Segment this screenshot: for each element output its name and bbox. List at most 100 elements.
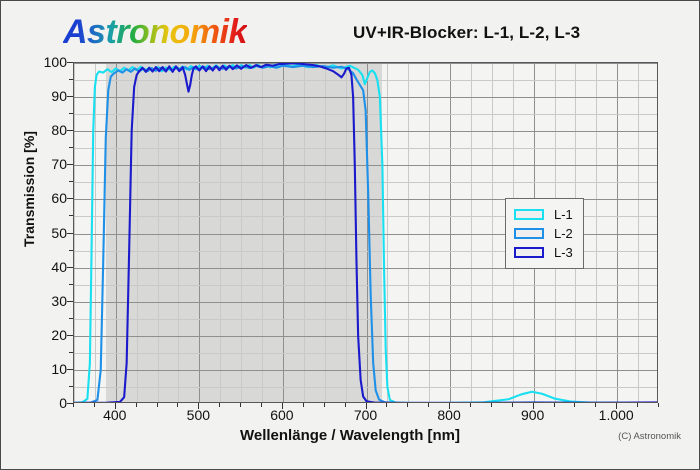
legend-swatch-icon	[514, 209, 544, 220]
gridline-vertical	[158, 63, 159, 402]
x-tick-mark	[198, 403, 200, 409]
gridline-horizontal	[74, 251, 657, 252]
y-tick-mark-minor	[69, 181, 73, 183]
y-tick-mark-minor	[69, 317, 73, 319]
gridline-vertical	[178, 63, 179, 402]
y-tick-label: 100	[43, 54, 67, 70]
gridline-horizontal	[74, 285, 657, 286]
gridline-horizontal	[74, 302, 657, 303]
x-tick-mark-minor	[574, 403, 576, 407]
x-tick-mark-minor	[637, 403, 639, 407]
x-tick-mark-minor	[261, 403, 263, 407]
gridline-vertical	[367, 63, 368, 402]
gridline-vertical	[95, 63, 96, 402]
legend-item-l-3[interactable]: L-3	[514, 243, 573, 262]
series-line-l-3	[74, 63, 657, 402]
y-axis-title: Transmission [%]	[21, 131, 37, 247]
legend-swatch-icon	[514, 247, 544, 258]
gridline-vertical	[638, 63, 639, 402]
gridline-horizontal	[74, 199, 657, 200]
gridline-vertical	[220, 63, 221, 402]
transmission-curves	[74, 63, 657, 402]
gridline-horizontal	[74, 148, 657, 149]
x-axis-title: Wellenlänge / Wavelength [nm]	[239, 427, 461, 444]
gridline-vertical	[304, 63, 305, 402]
gridline-horizontal	[74, 234, 657, 235]
y-tick-label: 50	[51, 224, 67, 241]
y-tick-label: 10	[51, 360, 67, 377]
x-tick-label: 700	[353, 407, 378, 423]
legend-label: L-3	[554, 245, 573, 260]
y-tick-label: 60	[51, 190, 67, 207]
x-tick-mark	[114, 403, 116, 409]
y-tick-mark	[67, 403, 73, 404]
gridline-vertical	[596, 63, 597, 402]
x-tick-mark-minor	[177, 403, 179, 407]
x-tick-mark-minor	[407, 403, 409, 407]
x-tick-mark-minor	[386, 403, 388, 407]
x-tick-mark-minor	[156, 403, 158, 407]
x-tick-label: 400	[103, 407, 127, 423]
gridline-vertical	[74, 63, 75, 402]
legend-swatch-icon	[514, 228, 544, 239]
x-tick-label: 800	[437, 407, 461, 423]
passband-shading	[105, 63, 382, 402]
gridline-horizontal	[74, 165, 657, 166]
page-title: UV+IR-Blocker: L-1, L-2, L-3	[353, 23, 581, 42]
gridline-vertical	[450, 63, 451, 402]
gridline-vertical	[387, 63, 388, 402]
y-tick-mark-minor	[69, 351, 73, 353]
legend-item-l-2[interactable]: L-2	[514, 224, 573, 243]
y-tick-mark	[67, 62, 73, 63]
gridline-vertical	[116, 63, 117, 402]
x-tick-mark-minor	[73, 403, 74, 407]
x-tick-mark-minor	[595, 403, 597, 407]
x-tick-label: 1.000	[598, 407, 634, 423]
x-tick-label: 500	[186, 407, 211, 423]
gridline-horizontal	[74, 182, 657, 183]
x-tick-mark-minor	[490, 403, 492, 407]
gridline-vertical	[492, 63, 493, 402]
gridline-horizontal	[74, 216, 657, 217]
gridline-vertical	[346, 63, 347, 402]
y-tick-mark-minor	[69, 147, 73, 149]
y-tick-label: 20	[51, 326, 67, 343]
gridline-vertical	[408, 63, 409, 402]
x-tick-mark-minor	[344, 403, 346, 407]
x-tick-mark-minor	[219, 403, 221, 407]
x-tick-mark	[616, 403, 618, 409]
gridline-horizontal	[74, 63, 657, 64]
gridline-horizontal	[74, 336, 657, 337]
x-tick-mark-minor	[553, 403, 555, 407]
x-tick-mark-minor	[240, 403, 242, 407]
x-tick-mark-minor	[302, 403, 304, 407]
x-tick-mark-minor	[93, 403, 95, 407]
y-tick-mark	[67, 334, 73, 336]
gridline-vertical	[137, 63, 138, 402]
y-tick-mark	[67, 96, 73, 98]
gridline-vertical	[283, 63, 284, 402]
y-tick-mark-minor	[69, 283, 73, 285]
gridline-horizontal	[74, 387, 657, 388]
x-tick-mark	[449, 403, 451, 409]
x-tick-label: 600	[270, 407, 294, 423]
gridline-vertical	[262, 63, 263, 402]
x-tick-mark	[532, 403, 534, 409]
gridline-vertical	[241, 63, 242, 402]
x-tick-mark-minor	[323, 403, 325, 407]
x-tick-mark	[281, 403, 283, 409]
gridline-horizontal	[74, 319, 657, 320]
legend-item-l-1[interactable]: L-1	[514, 205, 573, 224]
y-tick-mark	[67, 130, 73, 132]
x-tick-mark-minor	[428, 403, 430, 407]
gridline-horizontal	[74, 370, 657, 371]
legend-label: L-1	[554, 207, 573, 222]
gridline-horizontal	[74, 353, 657, 354]
y-tick-mark	[67, 368, 73, 370]
y-tick-mark	[67, 300, 73, 302]
chart-legend: L-1 L-2 L-3	[505, 198, 584, 269]
y-tick-mark	[67, 232, 73, 234]
y-tick-mark	[67, 266, 73, 268]
y-tick-mark	[67, 198, 73, 200]
y-tick-mark-minor	[69, 385, 73, 387]
